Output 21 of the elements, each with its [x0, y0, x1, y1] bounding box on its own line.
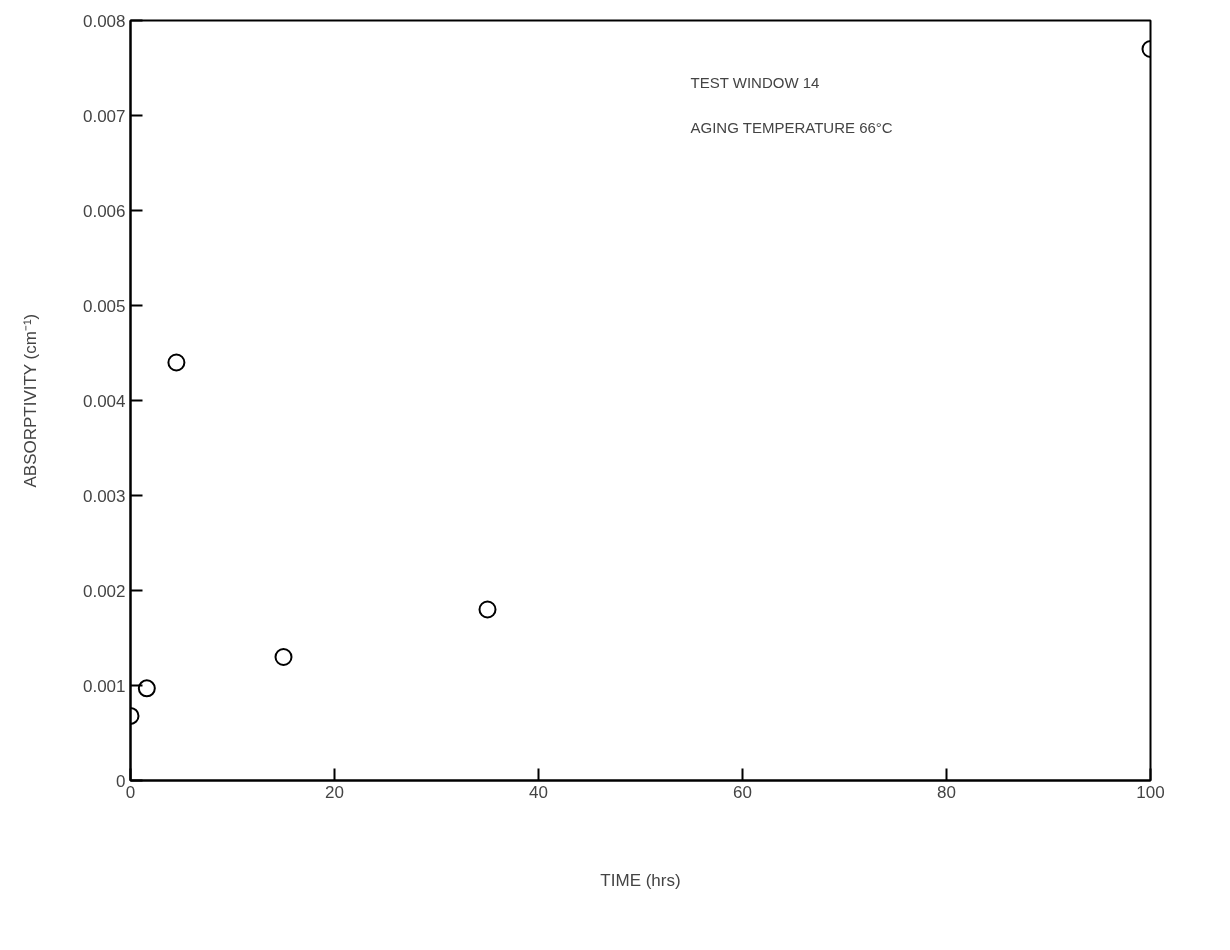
x-tick-label: 20: [325, 782, 344, 802]
y-tick-label: 0.008: [82, 11, 126, 31]
x-axis-title: TIME (hrs): [600, 870, 681, 890]
x-tick-label: 100: [1136, 782, 1165, 802]
annotation: AGING TEMPERATURE 66°C: [690, 118, 893, 136]
x-tick-label: 60: [733, 782, 752, 802]
y-tick-label: 0.007: [82, 106, 126, 126]
y-tick-label: 0.004: [82, 391, 126, 411]
y-tick-label: 0.006: [82, 201, 126, 221]
y-tick-label: 0.005: [82, 296, 126, 316]
point: [137, 679, 156, 698]
y-tick-label: 0.001: [82, 676, 126, 696]
point: [274, 648, 293, 666]
y-axis-title: ABSORPTIVITY (cm⁻¹): [20, 313, 40, 488]
y-tick-label: 0.002: [82, 581, 126, 601]
annotation: TEST WINDOW 14: [690, 73, 820, 91]
y-tick-label: 0.003: [82, 486, 126, 506]
x-tick-label: 40: [529, 782, 548, 802]
point: [167, 353, 186, 372]
x-tick-label: 80: [937, 782, 956, 802]
point: [478, 600, 497, 619]
